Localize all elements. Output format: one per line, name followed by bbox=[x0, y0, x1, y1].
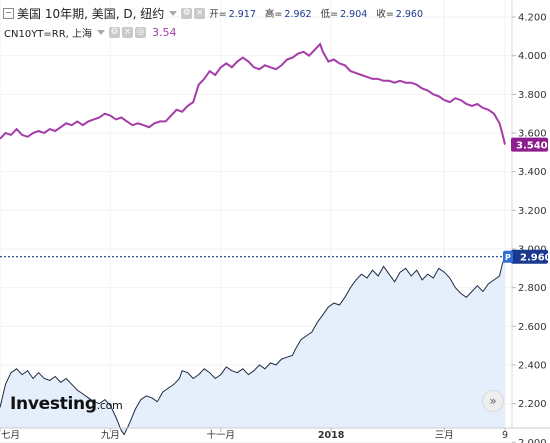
x-axis: 七月 九月 十一月 2018 三月 9 bbox=[0, 428, 508, 441]
us10y-series-line bbox=[0, 256, 506, 436]
y-tick-label: 2.200 bbox=[518, 399, 547, 410]
x-tick-label: 七月 bbox=[1, 430, 20, 441]
y-tick-label: 4.200 bbox=[518, 13, 547, 24]
y-tick-label: 3.800 bbox=[518, 90, 547, 101]
y-tick-label: 2.000 bbox=[518, 438, 547, 443]
ohlc-values: 开= 2.917 高= 2.962 低= 2.904 收= 2.960 bbox=[209, 6, 429, 20]
x-tick-label: 三月 bbox=[435, 430, 454, 441]
cn10y-series-line bbox=[0, 42, 506, 145]
x-tick-label: 十一月 bbox=[207, 429, 236, 441]
x-tick-label: 九月 bbox=[101, 429, 120, 441]
y-tick-label: 2.800 bbox=[518, 283, 547, 294]
collapse-icon[interactable]: − bbox=[3, 7, 14, 19]
primary-price-label-bg bbox=[511, 249, 548, 264]
us10y-area-fill bbox=[0, 256, 505, 435]
y-axis: 4.2004.0003.8003.6003.4003.2003.0002.800… bbox=[512, 13, 547, 443]
compare-price-label: 3.540 bbox=[516, 141, 548, 152]
x-tick-label: 9 bbox=[502, 430, 508, 441]
primary-price-label: 2.960 bbox=[520, 253, 550, 264]
high-label: 高= bbox=[264, 9, 283, 20]
investing-logo: Investing.com bbox=[10, 394, 123, 414]
compare-settings-icon[interactable]: ⚙ bbox=[109, 26, 121, 38]
low-value: 2.904 bbox=[340, 9, 368, 20]
compare-price-label-bg bbox=[511, 137, 548, 152]
y-tick-label: 3.600 bbox=[518, 128, 547, 139]
y-tick-label: 2.600 bbox=[518, 322, 547, 333]
y-tick-label: 2.400 bbox=[518, 360, 547, 371]
compare-symbol: CN10YT=RR, 上海 bbox=[4, 28, 93, 40]
price-labels: 3.540 2.960 P bbox=[503, 137, 550, 264]
y-tick-label: 3.400 bbox=[518, 167, 547, 178]
compare-close-icon[interactable]: × bbox=[122, 26, 134, 38]
low-label: 低= bbox=[320, 9, 339, 20]
settings-icon[interactable]: ⚙ bbox=[181, 7, 193, 19]
close-icon[interactable]: × bbox=[194, 7, 206, 19]
open-label: 开= bbox=[209, 9, 227, 20]
y-tick-label: 4.000 bbox=[518, 51, 547, 62]
reset-zoom-icon[interactable]: » bbox=[482, 390, 504, 412]
logo-main: Investing bbox=[10, 394, 97, 414]
logo-suffix: .com bbox=[96, 399, 123, 412]
compare-value: 3.54 bbox=[152, 25, 177, 39]
compare-dropdown-icon[interactable] bbox=[97, 29, 106, 35]
y-tick-label: 3.200 bbox=[518, 206, 547, 217]
open-value: 2.917 bbox=[228, 9, 256, 20]
price-flag-icon bbox=[503, 250, 513, 263]
chart-header: − 美国 10年期, 美国, D, 纽约 ⚙ × 开= 2.917 高= 2.962… bbox=[0, 4, 429, 22]
compare-header: CN10YT=RR, 上海 ⚙ × ◎ 3.54 bbox=[0, 24, 177, 40]
high-value: 2.962 bbox=[284, 9, 312, 20]
close-value: 2.960 bbox=[395, 9, 423, 20]
dropdown-icon[interactable] bbox=[169, 10, 178, 16]
chart-title: 美国 10年期, 美国, D, 纽约 bbox=[17, 6, 165, 21]
compare-hide-icon[interactable]: ◎ bbox=[135, 26, 147, 38]
x-tick-label: 2018 bbox=[318, 430, 345, 441]
price-flag-letter: P bbox=[505, 253, 511, 262]
close-label: 收= bbox=[376, 9, 394, 20]
